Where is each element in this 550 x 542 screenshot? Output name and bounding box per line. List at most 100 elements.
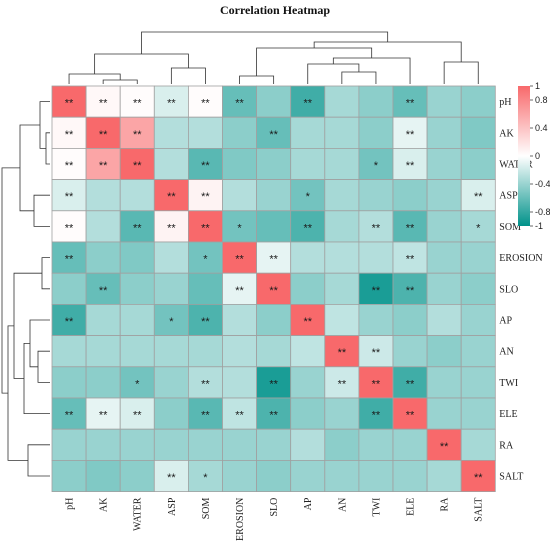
legend-tick-label: -0.4: [535, 179, 550, 189]
significance-label: **: [65, 222, 74, 234]
heatmap-cell-SALT-pH: [51, 459, 87, 492]
heatmap-cell-pH-TWI: [358, 85, 394, 118]
heatmap-cell-SLO-AP: [290, 272, 326, 305]
heatmap-cell-EROSION-ASP: [153, 241, 189, 274]
significance-label: **: [65, 316, 74, 328]
row-label-RA: RA: [499, 440, 514, 451]
heatmap-cell-ASP-SLO: [256, 179, 292, 212]
significance-label: **: [372, 285, 381, 297]
significance-label: **: [167, 222, 176, 234]
heatmap-cell-pH-AN: [324, 85, 360, 118]
heatmap-cell-SOM-SALT: [460, 210, 496, 243]
column-dendrogram-branch: [307, 63, 360, 84]
heatmap-cell-EROSION-RA: [426, 241, 462, 274]
significance-label: **: [201, 222, 210, 234]
heatmap-cell-WATER-AN: [324, 147, 360, 180]
significance-label: **: [133, 222, 142, 234]
heatmap-cell-SALT-SOM: [187, 459, 223, 492]
significance-label: **: [65, 160, 74, 172]
significance-label: **: [133, 410, 142, 422]
heatmap-cell-EROSION-AN: [324, 241, 360, 274]
heatmap-cell-ASP-SALT: [460, 179, 496, 212]
legend-ticks: 1 0.8 0.4 0 -0.4 -0.8 -1: [530, 81, 550, 231]
col-label-ASP: ASP: [167, 497, 178, 516]
row-dendrogram-branch: [23, 343, 50, 414]
legend-tick-label: 0: [535, 151, 540, 161]
heatmap-cell-ELE-ELE: [392, 397, 428, 430]
heatmap-cell-WATER-RA: [426, 147, 462, 180]
heatmap-cell-WATER-SALT: [460, 147, 496, 180]
heatmap-cell-ELE-AP: [290, 397, 326, 430]
heatmap-cell-AK-SLO: [256, 116, 292, 149]
heatmap-cell-AK-AN: [324, 116, 360, 149]
heatmap-cell-RA-pH: [51, 428, 87, 461]
heatmap-cell-RA-ELE: [392, 428, 428, 461]
heatmap-cell-AK-ASP: [153, 116, 189, 149]
heatmap-cell-ELE-SLO: [256, 397, 292, 430]
legend-tick-label: 1: [535, 81, 540, 91]
row-dendrogram: [1, 101, 50, 477]
heatmap-cell-SOM-SLO: [256, 210, 292, 243]
heatmap-cell-SLO-WATER: [119, 272, 155, 305]
heatmap-cell-ASP-WATER: [119, 179, 155, 212]
heatmap-cell-EROSION-WATER: [119, 241, 155, 274]
column-dendrogram-branch: [239, 75, 275, 84]
heatmap-cell-pH-WATER: [119, 85, 155, 118]
heatmap-cell-ASP-ASP: [153, 179, 189, 212]
significance-label: **: [99, 285, 108, 297]
heatmap-cell-SALT-SALT: [460, 459, 496, 492]
heatmap-cell-RA-SOM: [187, 428, 223, 461]
significance-label: **: [406, 378, 415, 390]
significance-label: **: [372, 347, 381, 359]
significance-label: **: [269, 285, 278, 297]
heatmap-cell-AN-EROSION: [222, 335, 257, 368]
heatmap-cell-SOM-AK: [85, 210, 121, 243]
significance-label: **: [99, 129, 108, 141]
heatmap-cell-ASP-RA: [426, 179, 462, 212]
heatmap-cell-ELE-ASP: [153, 397, 189, 430]
heatmap-cell-AP-SLO: [256, 303, 292, 336]
heatmap-cell-SALT-AK: [85, 459, 121, 492]
significance-label: **: [99, 410, 108, 422]
heatmap-cell-SALT-ELE: [392, 459, 428, 492]
heatmap-cell-ASP-SOM: [187, 179, 223, 212]
significance-label: **: [440, 441, 449, 453]
significance-label: **: [303, 98, 312, 110]
heatmap-cell-TWI-AP: [290, 366, 326, 399]
significance-label: **: [201, 98, 210, 110]
significance-label: **: [406, 285, 415, 297]
row-dendrogram-branch: [45, 132, 50, 165]
heatmap-cell-pH-ASP: [153, 85, 189, 118]
heatmap-cell-EROSION-SOM: [187, 241, 223, 274]
legend-tick-label: 0.4: [535, 123, 548, 133]
heatmap-cell-AP-AN: [324, 303, 360, 336]
heatmap-cell-RA-AN: [324, 428, 360, 461]
heatmap-cell-WATER-AK: [85, 147, 121, 180]
heatmap-cell-SLO-SOM: [187, 272, 223, 305]
row-dendrogram-branch: [7, 325, 28, 461]
heatmap-cell-SLO-pH: [51, 272, 87, 305]
significance-label: **: [133, 98, 142, 110]
significance-label: **: [406, 410, 415, 422]
heatmap-cell-AN-SALT: [460, 335, 496, 368]
heatmap-cell-TWI-EROSION: [222, 366, 257, 399]
row-label-WATER: WATER: [499, 160, 533, 171]
heatmap-cell-SALT-AN: [324, 459, 360, 492]
heatmap-cell-TWI-SALT: [460, 366, 496, 399]
heatmap-cell-WATER-SOM: [187, 147, 223, 180]
heatmap-cell-AP-SOM: [187, 303, 223, 336]
row-label-SALT: SALT: [499, 472, 523, 483]
significance-label: **: [235, 98, 244, 110]
significance-label: **: [406, 222, 415, 234]
significance-label: **: [133, 160, 142, 172]
heatmap-cell-RA-AK: [85, 428, 121, 461]
col-label-AK: AK: [99, 497, 110, 512]
heatmap-cell-AK-RA: [426, 116, 462, 149]
chart-title: Correlation Heatmap: [220, 3, 330, 17]
significance-label: **: [235, 410, 244, 422]
legend-color-bar: [518, 86, 530, 226]
significance-label: **: [65, 98, 74, 110]
col-label-SLO: SLO: [269, 498, 280, 517]
heatmap-cell-SALT-SLO: [256, 459, 292, 492]
heatmap-cell-TWI-RA: [426, 366, 462, 399]
